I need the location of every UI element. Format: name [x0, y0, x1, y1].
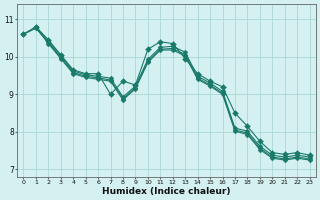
X-axis label: Humidex (Indice chaleur): Humidex (Indice chaleur) — [102, 187, 231, 196]
